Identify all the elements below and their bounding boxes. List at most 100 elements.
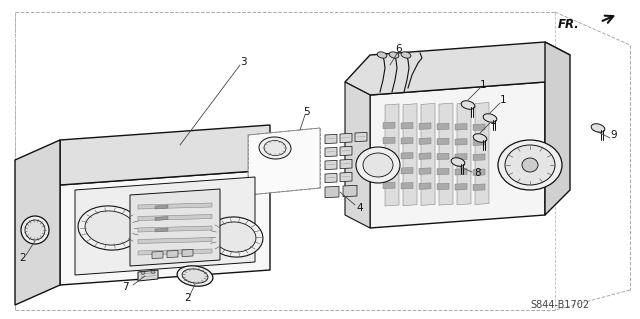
Ellipse shape bbox=[151, 271, 155, 273]
Text: 9: 9 bbox=[611, 130, 618, 140]
Polygon shape bbox=[138, 249, 212, 255]
Polygon shape bbox=[340, 160, 352, 169]
Polygon shape bbox=[340, 146, 352, 156]
Polygon shape bbox=[455, 153, 467, 160]
Text: 7: 7 bbox=[122, 282, 128, 292]
Ellipse shape bbox=[182, 269, 208, 283]
Polygon shape bbox=[419, 138, 431, 145]
Text: 4: 4 bbox=[356, 203, 364, 213]
Ellipse shape bbox=[377, 52, 387, 58]
Ellipse shape bbox=[141, 271, 145, 275]
Polygon shape bbox=[370, 82, 545, 228]
Polygon shape bbox=[473, 169, 485, 175]
Ellipse shape bbox=[21, 216, 49, 244]
Polygon shape bbox=[167, 250, 178, 257]
Polygon shape bbox=[473, 154, 485, 160]
Ellipse shape bbox=[498, 140, 562, 190]
Ellipse shape bbox=[522, 158, 538, 172]
Polygon shape bbox=[403, 104, 417, 206]
Text: 2: 2 bbox=[20, 253, 26, 263]
Ellipse shape bbox=[473, 134, 487, 142]
Polygon shape bbox=[401, 137, 413, 144]
Polygon shape bbox=[419, 153, 431, 160]
Polygon shape bbox=[155, 217, 168, 220]
Polygon shape bbox=[138, 270, 158, 281]
Polygon shape bbox=[401, 182, 413, 189]
Polygon shape bbox=[325, 186, 339, 198]
Polygon shape bbox=[457, 103, 471, 205]
Polygon shape bbox=[419, 123, 431, 130]
Text: 1: 1 bbox=[480, 80, 486, 90]
Polygon shape bbox=[383, 167, 395, 174]
Text: 2: 2 bbox=[185, 293, 191, 303]
Ellipse shape bbox=[264, 140, 286, 155]
Text: 3: 3 bbox=[240, 57, 246, 67]
Polygon shape bbox=[473, 184, 485, 190]
Polygon shape bbox=[383, 152, 395, 159]
Polygon shape bbox=[401, 122, 413, 129]
Polygon shape bbox=[340, 133, 352, 143]
Polygon shape bbox=[138, 214, 212, 220]
Polygon shape bbox=[437, 168, 449, 175]
Ellipse shape bbox=[483, 114, 497, 122]
Polygon shape bbox=[439, 103, 453, 205]
Polygon shape bbox=[340, 172, 352, 182]
Ellipse shape bbox=[389, 52, 399, 58]
Text: S844-B1702: S844-B1702 bbox=[531, 300, 589, 310]
Polygon shape bbox=[248, 128, 320, 195]
Ellipse shape bbox=[85, 211, 135, 245]
Ellipse shape bbox=[259, 137, 291, 159]
Ellipse shape bbox=[461, 101, 475, 109]
Polygon shape bbox=[15, 140, 60, 305]
Polygon shape bbox=[138, 238, 212, 243]
Polygon shape bbox=[155, 228, 168, 232]
Text: 5: 5 bbox=[304, 107, 310, 117]
Polygon shape bbox=[455, 123, 467, 130]
Ellipse shape bbox=[401, 52, 411, 58]
Polygon shape bbox=[182, 249, 193, 256]
Ellipse shape bbox=[591, 124, 605, 132]
Polygon shape bbox=[475, 102, 489, 204]
Polygon shape bbox=[455, 138, 467, 145]
Polygon shape bbox=[138, 226, 212, 232]
Polygon shape bbox=[455, 183, 467, 190]
Ellipse shape bbox=[451, 158, 465, 166]
Ellipse shape bbox=[25, 220, 45, 240]
Ellipse shape bbox=[363, 153, 393, 177]
Polygon shape bbox=[152, 251, 163, 258]
Polygon shape bbox=[385, 104, 399, 206]
Polygon shape bbox=[419, 183, 431, 189]
Polygon shape bbox=[60, 125, 270, 185]
Polygon shape bbox=[437, 153, 449, 160]
Polygon shape bbox=[455, 168, 467, 175]
Ellipse shape bbox=[356, 147, 400, 183]
Polygon shape bbox=[437, 138, 449, 145]
Ellipse shape bbox=[177, 266, 213, 286]
Polygon shape bbox=[473, 139, 485, 145]
Ellipse shape bbox=[78, 206, 142, 250]
Text: 6: 6 bbox=[396, 44, 403, 54]
Polygon shape bbox=[383, 122, 395, 129]
Polygon shape bbox=[155, 205, 168, 209]
Polygon shape bbox=[355, 132, 367, 142]
Text: 1: 1 bbox=[490, 116, 496, 126]
Polygon shape bbox=[401, 152, 413, 159]
Polygon shape bbox=[545, 42, 570, 215]
Polygon shape bbox=[383, 137, 395, 144]
Polygon shape bbox=[473, 124, 485, 130]
Polygon shape bbox=[130, 189, 220, 266]
Polygon shape bbox=[345, 82, 370, 228]
Polygon shape bbox=[325, 160, 337, 170]
Polygon shape bbox=[345, 42, 570, 95]
Polygon shape bbox=[419, 168, 431, 174]
Polygon shape bbox=[383, 182, 395, 189]
Polygon shape bbox=[138, 203, 212, 209]
Text: FR.: FR. bbox=[558, 19, 580, 32]
Ellipse shape bbox=[214, 222, 256, 252]
Polygon shape bbox=[437, 123, 449, 130]
Polygon shape bbox=[325, 147, 337, 157]
Polygon shape bbox=[75, 177, 255, 275]
Polygon shape bbox=[325, 134, 337, 144]
Polygon shape bbox=[401, 167, 413, 174]
Ellipse shape bbox=[505, 145, 555, 185]
